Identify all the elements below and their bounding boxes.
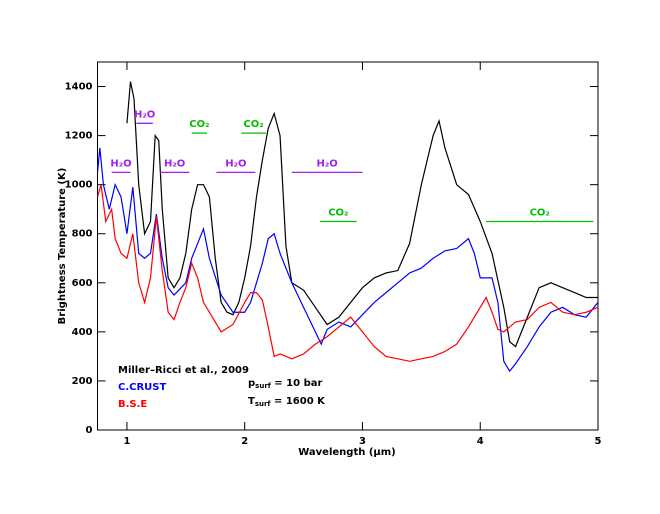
x-tick-label: 1 — [123, 436, 130, 447]
band-label: CO₂ — [189, 119, 209, 130]
y-tick-label: 600 — [72, 278, 93, 289]
y-axis-label: Brightness Temperature (K) — [57, 168, 68, 325]
y-tick-label: 0 — [86, 425, 93, 436]
param-text: = 10 bar — [271, 378, 323, 389]
param: Tsurf = 1600 K — [248, 396, 326, 408]
series-line — [97, 147, 598, 373]
y-tick-label: 1200 — [65, 131, 93, 142]
x-tick-label: 2 — [241, 436, 248, 447]
band-label: H₂O — [134, 109, 155, 120]
x-axis-label: Wavelength (μm) — [298, 447, 396, 458]
y-tick-label: 1000 — [65, 180, 93, 191]
y-tick-label: 1400 — [65, 82, 93, 93]
band-label: H₂O — [225, 158, 246, 169]
param-symbol: T — [248, 396, 255, 407]
y-tick-label: 800 — [72, 229, 93, 240]
x-tick-label: 4 — [477, 436, 484, 447]
band-label: H₂O — [317, 158, 338, 169]
param-text: = 1600 K — [270, 396, 326, 407]
band-label: CO₂ — [328, 207, 348, 218]
x-tick-label: 5 — [595, 436, 602, 447]
param-subscript: surf — [255, 382, 272, 390]
legend-entry: C.CRUST — [118, 382, 166, 393]
plot-frame — [97, 61, 599, 431]
y-tick-label: 200 — [72, 376, 93, 387]
param-symbol: p — [248, 378, 255, 389]
band-label: H₂O — [164, 158, 185, 169]
legend-entry: B.S.E — [118, 399, 147, 410]
band-label: H₂O — [110, 158, 131, 169]
param: psurf = 10 bar — [248, 378, 322, 390]
band-label: CO₂ — [530, 207, 550, 218]
param-subscript: surf — [255, 400, 272, 408]
x-tick-label: 3 — [359, 436, 366, 447]
y-tick-label: 400 — [72, 327, 93, 338]
note: Miller–Ricci et al., 2009 — [118, 365, 249, 376]
band-label: CO₂ — [243, 119, 263, 130]
series-line — [126, 81, 598, 348]
series-line — [97, 184, 598, 362]
